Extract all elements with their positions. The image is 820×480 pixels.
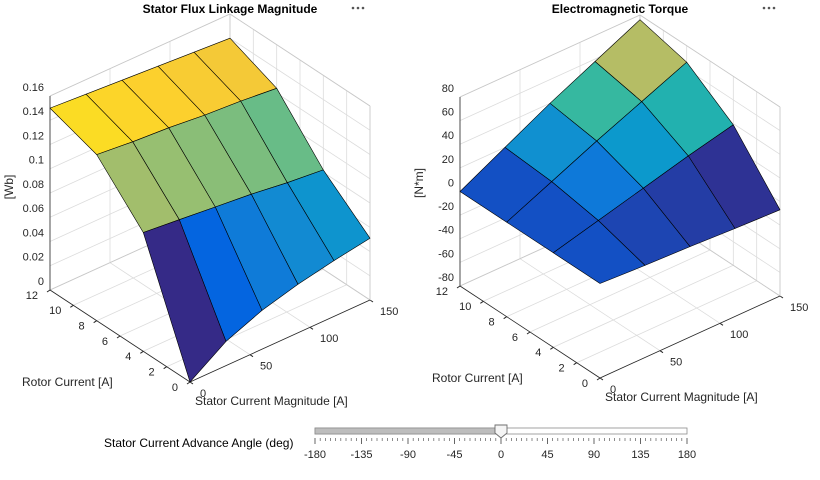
slider-thumb[interactable] — [494, 424, 508, 439]
plot-title: Electromagnetic Torque — [552, 2, 689, 16]
y-tick — [456, 285, 461, 289]
z-tick-label: 0.06 — [23, 203, 44, 215]
y-tick-label: 10 — [49, 305, 61, 317]
z-tick-label: -60 — [438, 248, 454, 260]
y-tick-label: 6 — [102, 336, 108, 348]
y-tick — [550, 346, 554, 350]
x-tick-label: 50 — [670, 357, 682, 369]
x-tick — [309, 326, 314, 330]
z-axis-label: [Wb] — [2, 175, 16, 200]
y-tick-label: 0 — [172, 382, 178, 394]
x-tick-label: 150 — [380, 306, 398, 318]
slider-tick-label: -45 — [447, 449, 463, 461]
x-tick — [369, 299, 374, 303]
y-tick-label: 4 — [535, 347, 541, 359]
axes-toolbar[interactable] — [762, 6, 776, 10]
z-tick-label: -20 — [438, 201, 454, 213]
x-axis-label: Stator Current Magnitude [A] — [195, 394, 348, 408]
z-axis-label: [N*m] — [412, 168, 426, 198]
z-tick-label: -40 — [438, 225, 454, 237]
x-tick-label: 150 — [790, 302, 808, 314]
slider-tick-label: -135 — [350, 449, 372, 461]
z-tick-label: 0.04 — [23, 227, 44, 239]
slider-label: Stator Current Advance Angle (deg) — [104, 436, 293, 450]
z-tick-label: 40 — [442, 130, 454, 142]
slider-tick-label: 0 — [498, 449, 504, 461]
slider-fill — [314, 427, 502, 435]
y-tick-label: 12 — [436, 286, 448, 298]
x-tick — [659, 350, 664, 354]
x-tick-label: 0 — [610, 384, 616, 396]
z-tick-label: 20 — [442, 154, 454, 166]
z-tick-label: -80 — [438, 272, 454, 284]
z-tick-label: 80 — [442, 83, 454, 95]
y-tick-label: 6 — [512, 332, 518, 344]
y-tick — [163, 366, 167, 370]
x-tick-label: 50 — [260, 361, 272, 373]
y-tick — [70, 304, 74, 308]
y-tick — [186, 381, 191, 385]
y-tick — [93, 320, 97, 324]
x-tick-label: 100 — [730, 329, 748, 341]
plot-title: Stator Flux Linkage Magnitude — [143, 2, 318, 16]
z-tick-label: 0.14 — [23, 106, 44, 118]
x-tick — [719, 322, 724, 326]
y-tick-label: 8 — [79, 321, 85, 333]
x-tick — [599, 377, 604, 381]
slider-tick-label: 180 — [678, 449, 696, 461]
z-tick-label: 0.12 — [23, 130, 44, 142]
y-tick-label: 2 — [149, 367, 155, 379]
y-axis-label: Rotor Current [A] — [432, 371, 523, 385]
y-tick-label: 8 — [489, 317, 495, 329]
surface-face — [552, 220, 646, 284]
slider-tick-label: -90 — [400, 449, 416, 461]
y-tick-label: 0 — [582, 378, 588, 390]
z-tick-label: 0 — [38, 276, 44, 288]
z-tick-label: 0 — [448, 177, 454, 189]
axes-toolbar[interactable] — [351, 6, 365, 10]
x-tick-label: 0 — [200, 388, 206, 400]
axis-line — [49, 96, 371, 383]
y-tick-label: 12 — [26, 290, 38, 302]
y-tick-label: 2 — [559, 363, 565, 375]
y-tick — [116, 335, 121, 339]
x-tick-label: 100 — [320, 333, 338, 345]
slider-tick-label: 135 — [631, 449, 649, 461]
slider-tick-label: -180 — [304, 449, 326, 461]
slider-tick-label: 90 — [588, 449, 600, 461]
x-tick — [779, 295, 784, 299]
surface-face — [143, 219, 227, 383]
z-tick-label: 0.16 — [23, 82, 44, 94]
y-tick — [46, 289, 51, 293]
x-tick — [189, 381, 194, 385]
y-tick — [573, 362, 577, 366]
slider-tick-label: 45 — [541, 449, 553, 461]
y-tick — [140, 350, 144, 354]
z-tick-label: 60 — [442, 107, 454, 119]
y-tick — [503, 316, 507, 320]
y-tick — [526, 331, 531, 335]
y-axis-label: Rotor Current [A] — [22, 375, 113, 389]
y-tick — [596, 377, 601, 381]
x-tick — [249, 354, 254, 358]
y-tick-label: 4 — [125, 351, 131, 363]
z-tick-label: 0.08 — [23, 179, 44, 191]
y-tick — [480, 300, 484, 304]
z-tick-label: 0.02 — [23, 252, 44, 264]
z-tick-label: 0.1 — [29, 155, 44, 167]
y-tick-label: 10 — [459, 301, 471, 313]
x-axis-label: Stator Current Magnitude [A] — [605, 390, 758, 404]
